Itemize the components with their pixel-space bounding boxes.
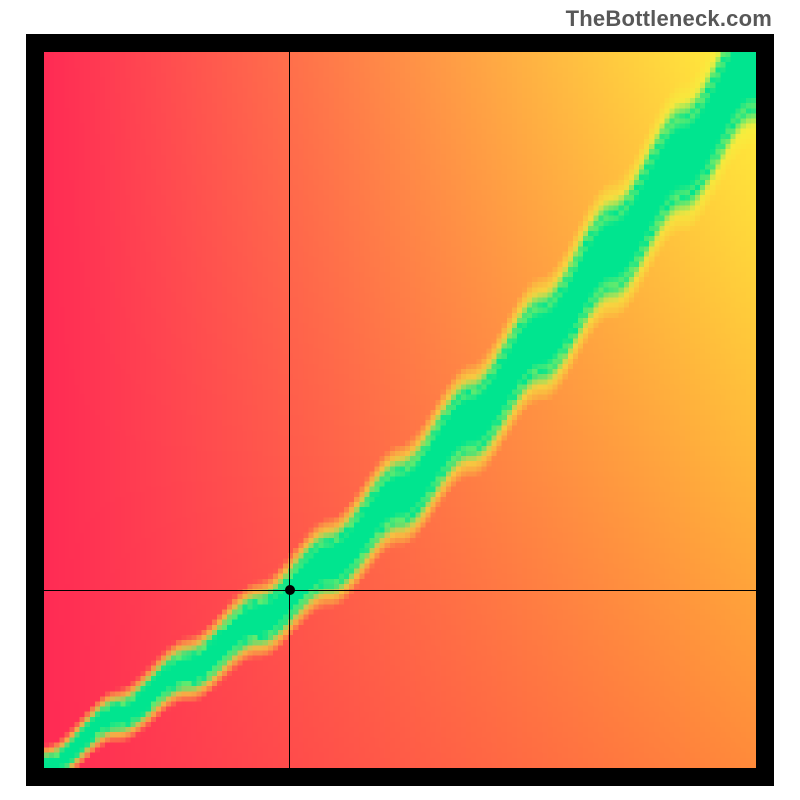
heatmap-canvas	[44, 52, 756, 768]
crosshair-horizontal	[44, 590, 756, 591]
chart-container: TheBottleneck.com	[0, 0, 800, 800]
watermark-text: TheBottleneck.com	[566, 6, 772, 32]
crosshair-vertical	[289, 52, 290, 768]
chart-frame	[26, 34, 774, 786]
